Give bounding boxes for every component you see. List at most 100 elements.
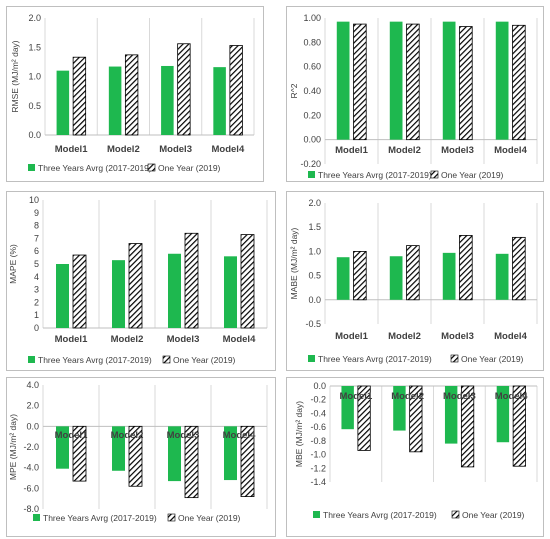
y-tick-label: -2.0 <box>23 442 39 452</box>
y-tick-label: 5 <box>34 259 39 269</box>
bar-one-year-model4 <box>240 234 255 329</box>
bar-three-years-model3 <box>168 426 181 482</box>
category-label: Model3 <box>159 144 192 155</box>
y-tick-label: -0.2 <box>310 395 326 405</box>
bar-three-years-model3 <box>442 252 456 300</box>
bar-one-year-model2 <box>124 54 139 136</box>
y-tick-label: 1.00 <box>303 13 321 23</box>
y-axis-label: R^2 <box>289 83 299 98</box>
category-label: Model3 <box>443 391 476 402</box>
bar-three-years-model2 <box>112 426 125 471</box>
legend-label-three-years: Three Years Avrg (2017-2019) <box>43 513 157 523</box>
bar-one-year-model2 <box>409 385 423 453</box>
y-tick-label: 0.40 <box>303 86 321 96</box>
bar-one-year-model1 <box>72 425 87 482</box>
legend-label-three-years: Three Years Avrg (2017-2019) <box>38 163 152 173</box>
bar-one-year-model1 <box>353 250 367 301</box>
bar-three-years-model1 <box>336 21 350 140</box>
bar-three-years-model2 <box>393 386 406 431</box>
legend-swatch-three-years <box>33 514 40 521</box>
legend-label-three-years: Three Years Avrg (2017-2019) <box>323 510 437 520</box>
bar-three-years-model1 <box>341 386 354 430</box>
bar-one-year-model3 <box>459 235 473 301</box>
y-tick-label: 8 <box>34 221 39 231</box>
category-label: Model3 <box>167 430 200 441</box>
y-tick-label: 4.0 <box>26 380 39 390</box>
category-label: Model4 <box>212 144 245 155</box>
y-tick-label: 1.5 <box>28 42 41 52</box>
category-label: Model2 <box>111 334 144 345</box>
y-tick-label: 2.0 <box>26 401 39 411</box>
category-label: Model4 <box>495 391 528 402</box>
legend-label-one-year: One Year (2019) <box>178 513 241 523</box>
category-label: Model3 <box>167 334 200 345</box>
y-tick-label: 0.0 <box>26 421 39 431</box>
y-tick-label: -1.4 <box>310 477 326 487</box>
bar-three-years-model3 <box>161 65 174 135</box>
bar-one-year-model4 <box>512 236 526 301</box>
category-label: Model2 <box>388 331 421 342</box>
y-tick-label: -0.20 <box>300 159 321 169</box>
legend-label-three-years: Three Years Avrg (2017-2019) <box>38 355 152 365</box>
y-tick-label: -1.0 <box>310 450 326 460</box>
y-tick-label: 0.20 <box>303 110 321 120</box>
legend-swatch-three-years <box>308 171 315 178</box>
chart-3: 0 1 2 3 4 5 6 7 8 9 10 MAPE (%) Model1 Model2 Model3 Mo… <box>8 195 268 365</box>
bar-one-year-model3 <box>460 385 475 468</box>
bar-one-year-model4 <box>229 45 243 136</box>
legend-label-three-years: Three Years Avrg (2017-2019) <box>318 170 432 180</box>
y-tick-label: 4 <box>34 272 39 282</box>
bar-three-years-model3 <box>442 21 456 140</box>
legend-swatch-one-year <box>167 513 176 522</box>
category-label: Model1 <box>335 331 368 342</box>
chart-1: 0.0 0.5 1.0 1.5 2.0 RMSE (MJ/m² day) Model1 Mod… <box>10 13 255 173</box>
y-tick-label: 1.5 <box>308 222 321 232</box>
y-tick-label: 2.0 <box>28 13 41 23</box>
y-axis-label: RMSE (MJ/m² day) <box>10 40 20 112</box>
chart-2: -0.20 0.00 0.20 0.40 0.60 0.80 1.00 R^2 Model1 Mo… <box>289 13 538 180</box>
bar-three-years-model4 <box>496 386 510 443</box>
y-axis-label: MPE (MJ/m² day) <box>8 414 18 480</box>
bar-three-years-model4 <box>495 253 509 300</box>
y-tick-label: 0.60 <box>303 62 321 72</box>
bar-one-year-model3 <box>184 232 199 329</box>
category-label: Model4 <box>223 430 256 441</box>
bar-three-years-model4 <box>213 67 226 135</box>
bar-one-year-model4 <box>512 24 526 141</box>
y-tick-label: 0.5 <box>308 271 321 281</box>
y-tick-label: 3 <box>34 285 39 295</box>
category-label: Model2 <box>388 145 421 156</box>
legend-swatch-one-year <box>450 354 459 363</box>
bar-one-year-model2 <box>128 243 143 329</box>
y-tick-label: 0 <box>34 323 39 333</box>
legend-label-one-year: One Year (2019) <box>461 354 524 364</box>
category-label: Model1 <box>55 144 88 155</box>
bar-three-years-model1 <box>56 426 69 469</box>
category-label: Model1 <box>340 391 373 402</box>
y-tick-label: -1.2 <box>310 463 326 473</box>
category-label: Model1 <box>55 430 88 441</box>
legend-swatch-one-year <box>162 355 171 364</box>
y-tick-label: -0.5 <box>305 319 321 329</box>
bar-three-years-model3 <box>168 253 181 328</box>
bar-one-year-model4 <box>512 385 526 467</box>
chart-6: -1.4 -1.2 -1.0 -0.8 -0.6 -0.4 -0.2 0.0 MBE (MJ/m… <box>294 381 538 520</box>
category-label: Model4 <box>494 331 527 342</box>
category-label: Model4 <box>494 145 527 156</box>
y-tick-label: 1.0 <box>308 246 321 256</box>
y-tick-label: 10 <box>29 195 39 205</box>
category-label: Model3 <box>441 331 474 342</box>
y-tick-label: 0.80 <box>303 37 321 47</box>
bar-one-year-model1 <box>357 385 371 451</box>
y-tick-label: 7 <box>34 233 39 243</box>
bar-three-years-model3 <box>444 386 458 444</box>
y-axis-label: MAPE (%) <box>8 244 18 284</box>
bar-three-years-model1 <box>56 264 69 328</box>
category-label: Model2 <box>111 430 144 441</box>
chart-5: -8.0 -6.0 -4.0 -2.0 0.0 2.0 4.0 MPE (MJ/m² day)… <box>8 380 268 523</box>
legend-swatch-one-year <box>147 163 156 172</box>
y-tick-label: -0.4 <box>310 408 326 418</box>
y-tick-label: 6 <box>34 246 39 256</box>
bar-one-year-model3 <box>184 425 199 499</box>
